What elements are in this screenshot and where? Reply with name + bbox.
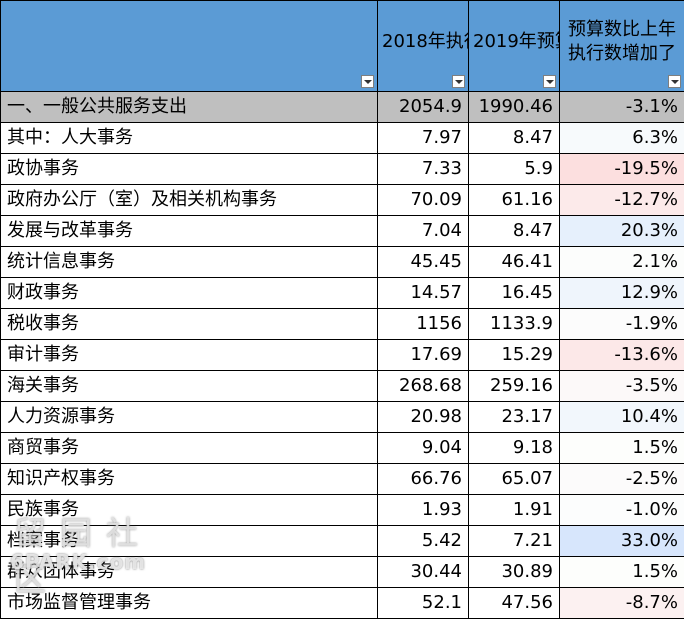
row-2019-cell: 65.07 xyxy=(469,464,560,495)
row-2019-cell: 8.47 xyxy=(469,216,560,247)
row-change-cell: 1.5% xyxy=(560,557,684,588)
filter-dropdown-icon[interactable] xyxy=(543,75,556,88)
row-2018-cell: 7.04 xyxy=(378,216,469,247)
row-2018-cell: 45.45 xyxy=(378,247,469,278)
row-2018-cell: 30.44 xyxy=(378,557,469,588)
row-name-cell: 商贸事务 xyxy=(1,433,378,464)
row-2019-cell: 61.16 xyxy=(469,185,560,216)
row-change-cell: 20.3% xyxy=(560,216,684,247)
row-2018-cell: 52.1 xyxy=(378,588,469,619)
header-row: 2018年执行数 2019年预算数 预算数比上年执行数增加了 xyxy=(1,1,684,92)
filter-dropdown-icon[interactable] xyxy=(452,75,465,88)
row-2018-cell: 17.69 xyxy=(378,340,469,371)
row-2019-cell: 47.56 xyxy=(469,588,560,619)
row-change-cell: 10.4% xyxy=(560,402,684,433)
row-2018-cell: 268.68 xyxy=(378,371,469,402)
row-change-cell: -3.5% xyxy=(560,371,684,402)
row-2018-cell: 66.76 xyxy=(378,464,469,495)
row-name-cell: 税收事务 xyxy=(1,309,378,340)
row-2018-cell: 14.57 xyxy=(378,278,469,309)
row-2019-cell: 5.9 xyxy=(469,154,560,185)
row-2019-cell: 46.41 xyxy=(469,247,560,278)
row-change-cell: 6.3% xyxy=(560,123,684,154)
row-2018-cell: 9.04 xyxy=(378,433,469,464)
header-cell-name xyxy=(1,1,378,92)
row-2019-cell: 15.29 xyxy=(469,340,560,371)
header-name-label xyxy=(5,42,373,50)
row-change-cell: -1.0% xyxy=(560,495,684,526)
row-change-cell: -8.7% xyxy=(560,588,684,619)
row-2018-cell: 1.93 xyxy=(378,495,469,526)
row-2019-cell: 16.45 xyxy=(469,278,560,309)
header-cell-2019: 2019年预算数 xyxy=(469,1,560,92)
row-change-cell: -3.1% xyxy=(560,92,684,123)
row-change-cell: 33.0% xyxy=(560,526,684,557)
row-2019-cell: 259.16 xyxy=(469,371,560,402)
row-name-cell: 财政事务 xyxy=(1,278,378,309)
row-name-cell: 海关事务 xyxy=(1,371,378,402)
row-2019-cell: 23.17 xyxy=(469,402,560,433)
row-name-cell: 一、一般公共服务支出 xyxy=(1,92,378,123)
row-name-cell: 其中：人大事务 xyxy=(1,123,378,154)
row-name-cell: 人力资源事务 xyxy=(1,402,378,433)
row-2018-cell: 2054.9 xyxy=(378,92,469,123)
row-name-cell: 档案事务 xyxy=(1,526,378,557)
row-2019-cell: 9.18 xyxy=(469,433,560,464)
row-name-cell: 统计信息事务 xyxy=(1,247,378,278)
row-change-cell: -1.9% xyxy=(560,309,684,340)
row-change-cell: -2.5% xyxy=(560,464,684,495)
row-change-cell: -12.7% xyxy=(560,185,684,216)
row-change-cell: 12.9% xyxy=(560,278,684,309)
header-change-label: 预算数比上年执行数增加了 xyxy=(564,18,680,74)
header-2018-label: 2018年执行数 xyxy=(382,30,464,62)
row-2018-cell: 20.98 xyxy=(378,402,469,433)
row-change-cell: 2.1% xyxy=(560,247,684,278)
row-2019-cell: 1133.9 xyxy=(469,309,560,340)
row-name-cell: 市场监督管理事务 xyxy=(1,588,378,619)
header-cell-2018: 2018年执行数 xyxy=(378,1,469,92)
row-name-cell: 发展与改革事务 xyxy=(1,216,378,247)
row-2018-cell: 5.42 xyxy=(378,526,469,557)
row-2019-cell: 1.91 xyxy=(469,495,560,526)
filter-dropdown-icon[interactable] xyxy=(361,75,374,88)
row-name-cell: 政府办公厅（室）及相关机构事务 xyxy=(1,185,378,216)
row-2019-cell: 30.89 xyxy=(469,557,560,588)
row-2018-cell: 7.33 xyxy=(378,154,469,185)
row-name-cell: 知识产权事务 xyxy=(1,464,378,495)
row-change-cell: -13.6% xyxy=(560,340,684,371)
row-name-cell: 政协事务 xyxy=(1,154,378,185)
row-change-cell: 1.5% xyxy=(560,433,684,464)
row-name-cell: 审计事务 xyxy=(1,340,378,371)
row-2018-cell: 1156 xyxy=(378,309,469,340)
row-name-cell: 群众团体事务 xyxy=(1,557,378,588)
header-cell-change: 预算数比上年执行数增加了 xyxy=(560,1,684,92)
row-2019-cell: 1990.46 xyxy=(469,92,560,123)
row-2019-cell: 7.21 xyxy=(469,526,560,557)
filter-dropdown-icon[interactable] xyxy=(668,75,681,88)
row-2018-cell: 70.09 xyxy=(378,185,469,216)
row-2018-cell: 7.97 xyxy=(378,123,469,154)
row-change-cell: -19.5% xyxy=(560,154,684,185)
row-2019-cell: 8.47 xyxy=(469,123,560,154)
header-2019-label: 2019年预算数 xyxy=(473,30,555,62)
row-name-cell: 民族事务 xyxy=(1,495,378,526)
